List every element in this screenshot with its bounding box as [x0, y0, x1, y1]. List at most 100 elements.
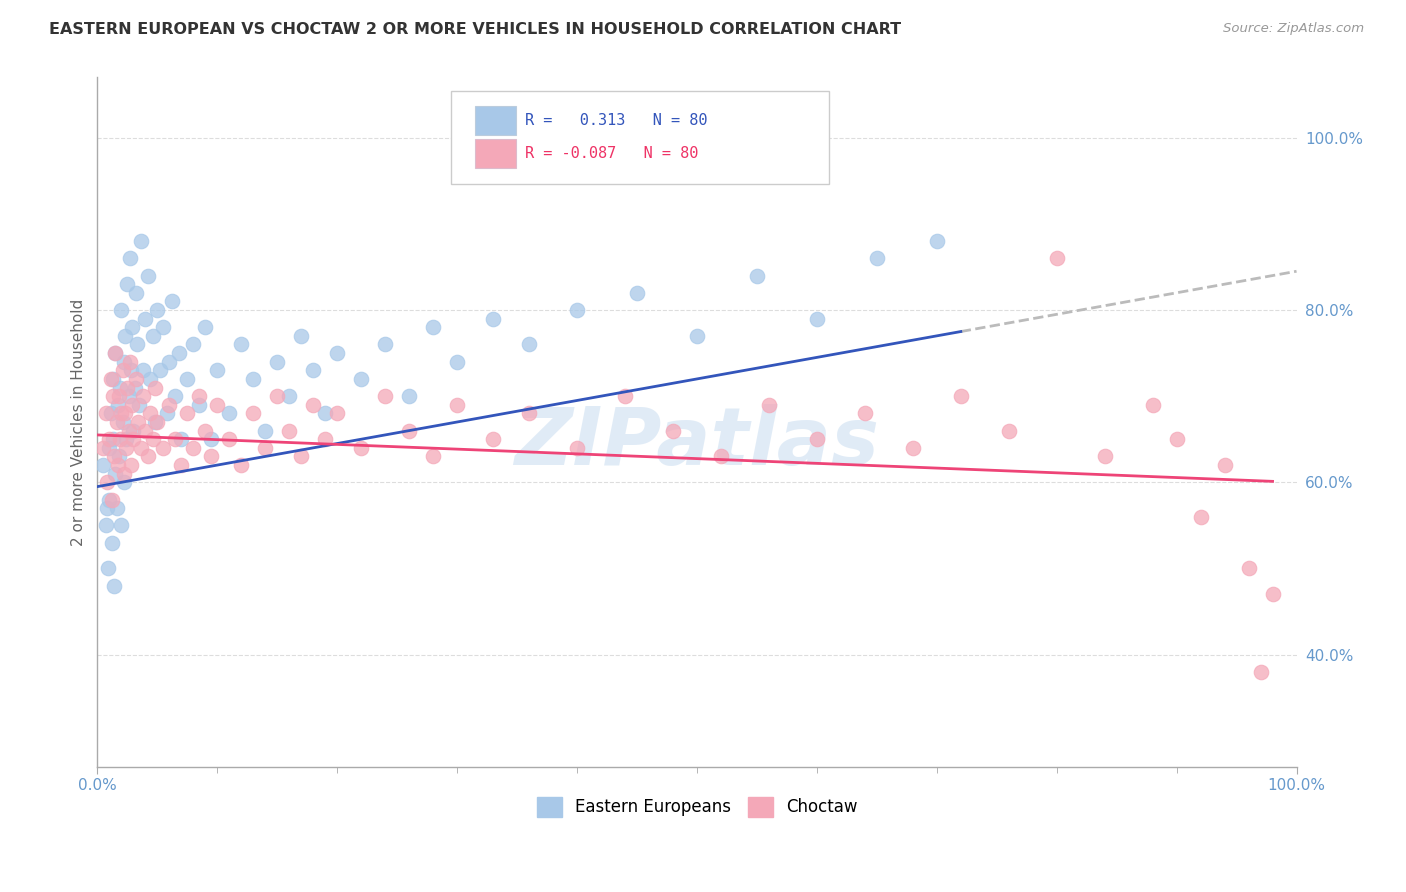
Point [98, 432, 121, 446]
Text: R =   0.313   N = 80: R = 0.313 N = 80 [526, 113, 709, 128]
Point [114, 406, 136, 420]
FancyBboxPatch shape [451, 91, 830, 185]
Y-axis label: 2 or more Vehicles in Household: 2 or more Vehicles in Household [72, 299, 86, 546]
Point [107, 398, 129, 412]
Point [111, 363, 134, 377]
Point [278, 424, 301, 438]
Point [112, 467, 135, 481]
Point [194, 320, 217, 334]
Point [152, 441, 174, 455]
Point [100, 372, 122, 386]
Point [105, 501, 128, 516]
Point [105, 415, 128, 429]
Point [350, 441, 373, 455]
Point [94, 406, 117, 420]
Point [167, 346, 190, 360]
Point [118, 252, 141, 266]
Point [686, 329, 709, 343]
Point [108, 380, 131, 394]
Point [242, 372, 264, 386]
Point [181, 337, 204, 351]
Point [96, 501, 118, 516]
Text: R = -0.087   N = 80: R = -0.087 N = 80 [526, 145, 699, 161]
Point [136, 450, 159, 464]
Point [1166, 432, 1188, 446]
Point [120, 363, 142, 377]
Point [806, 432, 828, 446]
Point [925, 234, 948, 248]
Point [188, 389, 211, 403]
Point [139, 406, 162, 420]
Point [254, 441, 277, 455]
Point [134, 424, 156, 438]
Point [218, 432, 240, 446]
Point [165, 389, 187, 403]
Point [146, 303, 169, 318]
Point [374, 337, 396, 351]
Point [901, 441, 924, 455]
Point [157, 398, 180, 412]
Point [132, 363, 155, 377]
Point [626, 285, 648, 300]
Point [866, 252, 889, 266]
Point [446, 354, 468, 368]
Point [710, 450, 733, 464]
Point [565, 441, 588, 455]
Point [314, 406, 336, 420]
Point [156, 406, 179, 420]
Point [146, 415, 169, 429]
Point [101, 432, 124, 446]
Point [1250, 665, 1272, 679]
Point [266, 389, 288, 403]
Point [117, 389, 139, 403]
Point [141, 432, 163, 446]
Legend: Eastern Europeans, Choctaw: Eastern Europeans, Choctaw [530, 790, 865, 823]
Point [242, 406, 264, 420]
Point [103, 450, 125, 464]
Point [129, 234, 152, 248]
Point [120, 458, 142, 472]
Point [108, 432, 131, 446]
Point [176, 406, 198, 420]
Point [422, 450, 444, 464]
Point [139, 372, 162, 386]
Point [118, 354, 141, 368]
Point [93, 458, 115, 472]
Point [422, 320, 444, 334]
Point [100, 535, 122, 549]
Point [115, 441, 138, 455]
Point [112, 475, 135, 490]
Point [157, 354, 180, 368]
Point [125, 337, 148, 351]
Point [278, 389, 301, 403]
Point [398, 424, 420, 438]
Point [949, 389, 972, 403]
Point [231, 458, 253, 472]
Point [997, 424, 1019, 438]
Point [302, 398, 325, 412]
Point [517, 337, 540, 351]
Point [1261, 587, 1284, 601]
Point [122, 424, 145, 438]
Point [758, 398, 780, 412]
Point [1094, 450, 1116, 464]
Point [107, 458, 129, 472]
Point [218, 406, 240, 420]
Point [188, 398, 211, 412]
Point [101, 389, 124, 403]
Point [231, 337, 253, 351]
Point [129, 441, 152, 455]
Point [104, 467, 127, 481]
Point [136, 268, 159, 283]
Point [152, 320, 174, 334]
Point [181, 441, 204, 455]
Point [200, 450, 222, 464]
Point [565, 303, 588, 318]
Point [98, 441, 121, 455]
Point [350, 372, 373, 386]
Point [266, 354, 288, 368]
Point [96, 475, 118, 490]
Point [176, 372, 198, 386]
Point [149, 363, 172, 377]
FancyBboxPatch shape [475, 139, 516, 168]
